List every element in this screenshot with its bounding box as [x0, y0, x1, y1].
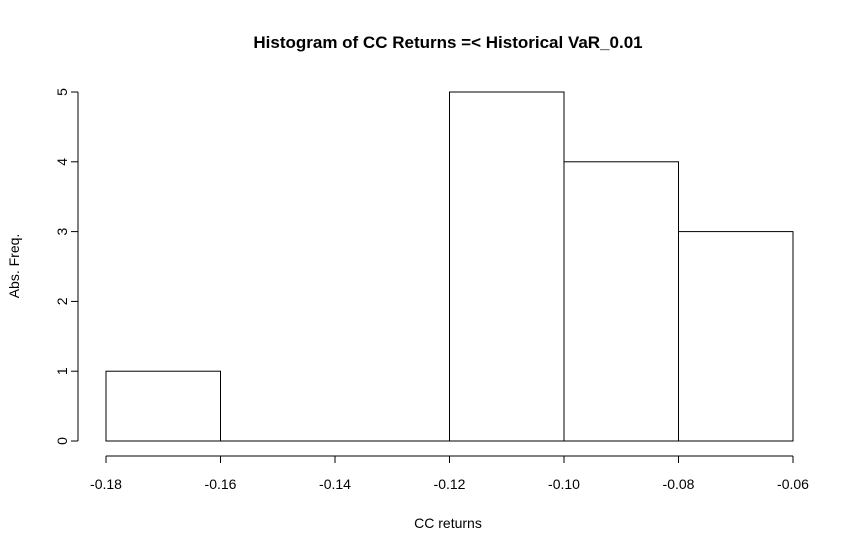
- histogram-bar: [449, 91, 565, 442]
- histogram-bar: [563, 161, 679, 442]
- bars-group: [105, 91, 794, 442]
- y-tick-label: 0: [54, 437, 70, 445]
- y-tick-label: 2: [54, 297, 70, 305]
- x-tick-label: -0.18: [90, 476, 122, 492]
- histogram-bar: [678, 231, 794, 442]
- y-axis-label: Abs. Freq.: [6, 234, 22, 299]
- x-axis: -0.18 -0.16 -0.14 -0.12 -0.10 -0.08 -0.06: [90, 455, 809, 492]
- x-tick-label: -0.14: [319, 476, 351, 492]
- y-tick-label: 4: [54, 158, 70, 166]
- y-tick-label: 5: [54, 88, 70, 96]
- y-tick-label: 3: [54, 227, 70, 235]
- x-tick-label: -0.06: [777, 476, 809, 492]
- x-tick-label: -0.08: [663, 476, 695, 492]
- histogram-bar: [105, 370, 221, 442]
- chart-title: Histogram of CC Returns =< Historical Va…: [253, 33, 642, 52]
- y-tick-label: 1: [54, 367, 70, 375]
- x-tick-label: -0.10: [548, 476, 580, 492]
- y-axis: 0 1 2 3 4 5: [54, 88, 79, 445]
- x-tick-label: -0.16: [205, 476, 237, 492]
- x-axis-label: CC returns: [414, 515, 482, 531]
- x-tick-label: -0.12: [434, 476, 466, 492]
